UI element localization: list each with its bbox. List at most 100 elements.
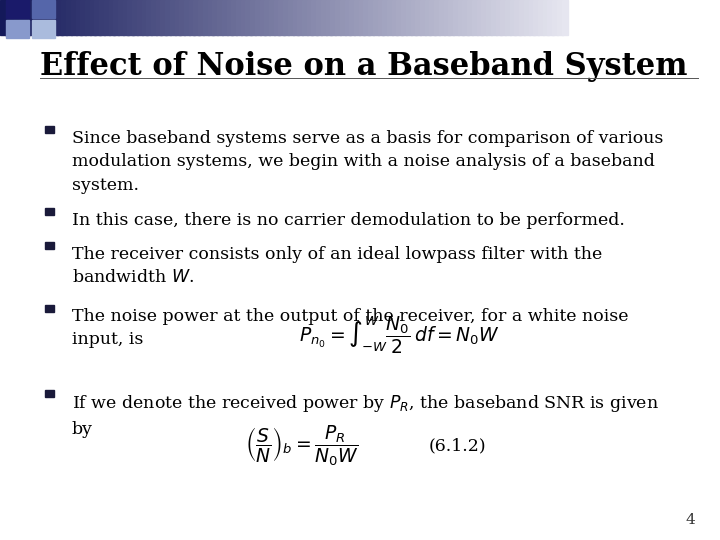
Text: $P_{n_0} = \int_{-W}^{W} \dfrac{N_0}{2}\, df = N_0 W$: $P_{n_0} = \int_{-W}^{W} \dfrac{N_0}{2}\… xyxy=(299,315,500,356)
Bar xyxy=(137,0,143,35)
Bar xyxy=(340,0,346,35)
Bar xyxy=(321,0,327,35)
Bar xyxy=(250,0,256,35)
Bar xyxy=(364,0,369,35)
Bar xyxy=(71,0,77,35)
Bar xyxy=(264,0,271,35)
Bar xyxy=(32,0,55,17)
Bar xyxy=(104,0,110,35)
Bar xyxy=(453,0,459,35)
Bar xyxy=(151,0,157,35)
Bar xyxy=(127,0,133,35)
Bar xyxy=(32,20,55,38)
Bar xyxy=(19,0,25,35)
Bar xyxy=(330,0,336,35)
Bar xyxy=(24,0,30,35)
Bar xyxy=(420,0,426,35)
Bar xyxy=(61,0,68,35)
Bar xyxy=(373,0,379,35)
Bar xyxy=(45,305,54,312)
Bar xyxy=(33,0,39,35)
Bar xyxy=(207,0,214,35)
Bar xyxy=(161,0,166,35)
Bar xyxy=(179,0,186,35)
Bar xyxy=(203,0,209,35)
Bar xyxy=(279,0,284,35)
Bar xyxy=(302,0,308,35)
Bar xyxy=(45,242,54,249)
Bar xyxy=(557,0,563,35)
Bar xyxy=(142,0,148,35)
Bar xyxy=(9,0,16,35)
Bar xyxy=(28,0,35,35)
Text: If we denote the received power by $P_R$, the baseband SNR is given
by: If we denote the received power by $P_R$… xyxy=(72,393,659,437)
Bar xyxy=(359,0,365,35)
Bar xyxy=(236,0,242,35)
Bar xyxy=(547,0,554,35)
Bar xyxy=(429,0,436,35)
Bar xyxy=(458,0,464,35)
Bar xyxy=(410,0,417,35)
Bar xyxy=(425,0,431,35)
Bar xyxy=(52,0,58,35)
Bar xyxy=(194,0,199,35)
Bar xyxy=(387,0,393,35)
Bar xyxy=(325,0,332,35)
Bar xyxy=(118,0,124,35)
Bar xyxy=(45,208,54,215)
Bar xyxy=(377,0,384,35)
Bar xyxy=(491,0,497,35)
Bar xyxy=(66,0,72,35)
Bar xyxy=(534,0,539,35)
Bar xyxy=(297,0,303,35)
Bar xyxy=(14,0,20,35)
Bar xyxy=(288,0,294,35)
Bar xyxy=(260,0,266,35)
Bar xyxy=(354,0,360,35)
Text: 4: 4 xyxy=(685,512,695,526)
Bar xyxy=(85,0,91,35)
Bar xyxy=(505,0,511,35)
Bar xyxy=(312,0,318,35)
Text: (6.1.2): (6.1.2) xyxy=(428,437,486,454)
Bar xyxy=(156,0,162,35)
Bar xyxy=(212,0,218,35)
Bar xyxy=(344,0,351,35)
Bar xyxy=(528,0,535,35)
Bar xyxy=(94,0,101,35)
Bar xyxy=(175,0,181,35)
Bar xyxy=(255,0,261,35)
Bar xyxy=(397,0,402,35)
Bar xyxy=(292,0,299,35)
Bar xyxy=(170,0,176,35)
Bar xyxy=(552,0,558,35)
Bar xyxy=(240,0,247,35)
Bar xyxy=(562,0,568,35)
Bar xyxy=(462,0,469,35)
Bar xyxy=(231,0,238,35)
Bar xyxy=(45,390,54,397)
Bar xyxy=(90,0,96,35)
Bar xyxy=(524,0,530,35)
Bar xyxy=(439,0,445,35)
Bar xyxy=(99,0,105,35)
Bar xyxy=(406,0,412,35)
Bar xyxy=(543,0,549,35)
Bar xyxy=(368,0,374,35)
Bar xyxy=(109,0,114,35)
Bar xyxy=(189,0,195,35)
Bar xyxy=(472,0,478,35)
Text: Since baseband systems serve as a basis for comparison of various
modulation sys: Since baseband systems serve as a basis … xyxy=(72,130,663,194)
Bar xyxy=(283,0,289,35)
Bar xyxy=(76,0,81,35)
Bar xyxy=(382,0,388,35)
Bar xyxy=(392,0,398,35)
Bar xyxy=(467,0,473,35)
Bar xyxy=(227,0,233,35)
Bar xyxy=(482,0,487,35)
Bar xyxy=(6,0,29,17)
Text: The noise power at the output of the receiver, for a white noise
input, is: The noise power at the output of the rec… xyxy=(72,308,629,348)
Bar xyxy=(42,0,48,35)
Bar xyxy=(486,0,492,35)
Bar xyxy=(510,0,516,35)
